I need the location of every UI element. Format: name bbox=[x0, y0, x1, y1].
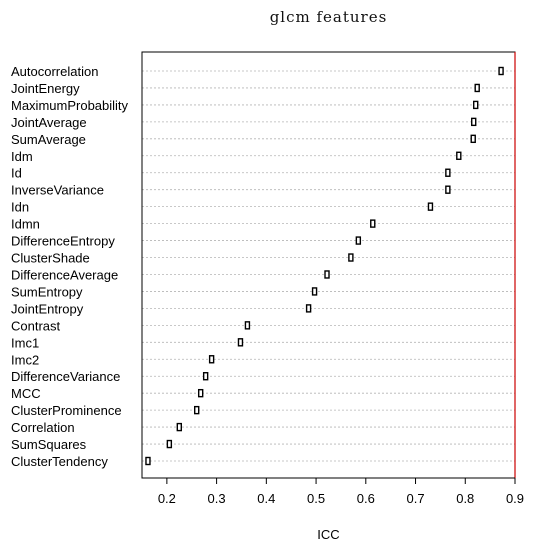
category-label: ClusterTendency bbox=[11, 454, 108, 469]
data-point bbox=[427, 202, 434, 211]
x-tick-label: 0.4 bbox=[257, 491, 275, 506]
data-point bbox=[166, 439, 173, 449]
category-label: InverseVariance bbox=[11, 183, 104, 198]
category-label: Autocorrelation bbox=[11, 64, 98, 79]
data-point bbox=[473, 100, 479, 110]
grid-lines bbox=[142, 70, 515, 462]
x-tick-label: 0.7 bbox=[406, 491, 424, 506]
chart-title: glcm features bbox=[269, 8, 388, 26]
category-label: Idmn bbox=[11, 217, 40, 232]
data-point bbox=[456, 151, 462, 160]
category-label: Correlation bbox=[11, 420, 75, 435]
category-label: SumEntropy bbox=[11, 284, 83, 299]
category-label: ClusterProminence bbox=[11, 403, 122, 418]
data-point bbox=[471, 117, 477, 127]
category-label: JointAverage bbox=[11, 115, 87, 130]
category-label: ClusterShade bbox=[11, 251, 90, 266]
category-label: MCC bbox=[11, 386, 41, 401]
data-point bbox=[202, 372, 209, 381]
data-point bbox=[445, 185, 451, 194]
data-point bbox=[474, 83, 480, 93]
category-label: MaximumProbability bbox=[11, 98, 129, 113]
category-label: Id bbox=[11, 166, 22, 181]
x-axis-title: ICC bbox=[317, 527, 339, 542]
data-point bbox=[244, 321, 251, 330]
data-point bbox=[208, 355, 215, 364]
category-label: Imc2 bbox=[11, 352, 39, 367]
data-point bbox=[145, 456, 151, 466]
data-point bbox=[324, 270, 330, 279]
data-point bbox=[348, 253, 354, 262]
x-tick-label: 0.5 bbox=[307, 491, 325, 506]
data-point bbox=[470, 134, 476, 144]
data-point bbox=[305, 304, 312, 313]
category-label: DifferenceVariance bbox=[11, 369, 120, 384]
x-tick-label: 0.2 bbox=[158, 491, 176, 506]
data-point bbox=[445, 168, 451, 177]
category-label: JointEntropy bbox=[11, 301, 84, 316]
data-point bbox=[176, 422, 183, 432]
category-label: SumSquares bbox=[11, 437, 87, 452]
data-point bbox=[237, 338, 244, 347]
category-label: DifferenceAverage bbox=[11, 267, 118, 282]
category-label: Contrast bbox=[11, 318, 61, 333]
category-label: Idn bbox=[11, 200, 29, 215]
data-point bbox=[194, 405, 200, 415]
category-label: Idm bbox=[11, 149, 33, 164]
data-point bbox=[498, 66, 504, 76]
data-point bbox=[370, 219, 376, 228]
x-axis-ticks: 0.2 0.3 0.4 0.5 0.6 0.7 0.8 0.9 bbox=[158, 477, 524, 506]
data-point bbox=[355, 236, 362, 245]
x-tick-label: 0.3 bbox=[208, 491, 226, 506]
x-tick-label: 0.8 bbox=[456, 491, 474, 506]
data-point bbox=[311, 287, 318, 296]
category-label: JointEnergy bbox=[11, 81, 80, 96]
data-points bbox=[145, 66, 504, 466]
category-labels: Autocorrelation JointEnergy MaximumProbabi… bbox=[11, 64, 129, 469]
category-label: Imc1 bbox=[11, 335, 39, 350]
category-label: SumAverage bbox=[11, 132, 86, 147]
data-point bbox=[197, 388, 204, 398]
category-label: DifferenceEntropy bbox=[11, 234, 115, 249]
x-tick-label: 0.9 bbox=[506, 491, 524, 506]
x-tick-label: 0.6 bbox=[357, 491, 375, 506]
